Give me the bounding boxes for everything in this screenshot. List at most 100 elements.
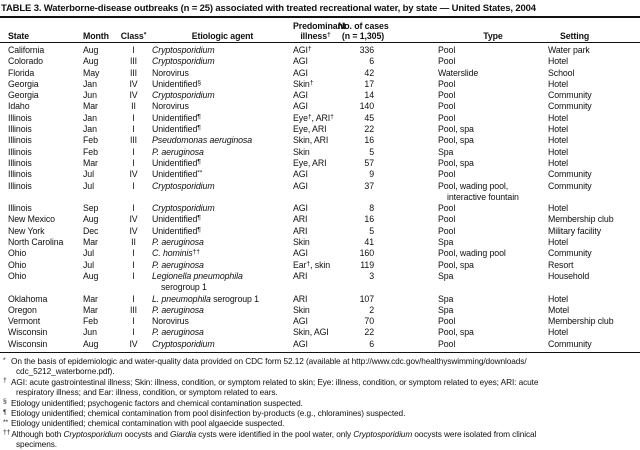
cell-type: Pool xyxy=(438,45,456,55)
cell-etiologic-agent: Cryptosporidium xyxy=(152,338,215,349)
cell-cases: 6 xyxy=(369,56,374,67)
cell-state: Illinois xyxy=(8,169,32,180)
table-body: California Aug I Cryptosporidium AGI† 33… xyxy=(0,43,640,353)
cell-illness: ARI xyxy=(293,293,308,304)
table-row: Illinois Feb III Pseudomonas aeruginosa … xyxy=(0,135,640,146)
cell-illness: AGI xyxy=(293,203,308,214)
cell-class: IV xyxy=(129,214,138,225)
cell-type: Pool xyxy=(438,338,456,349)
cell-setting: Military facility xyxy=(548,225,602,236)
cell-etiologic-agent: Unidentified¶ xyxy=(152,225,201,236)
table-row: Illinois Mar I Unidentified¶ Eye, ARI 57… xyxy=(0,158,640,169)
cell-class: I xyxy=(132,316,135,327)
cell-setting: Hotel xyxy=(548,293,569,304)
cell-state: Oklahoma xyxy=(8,293,48,304)
col-header-month: Month xyxy=(83,18,115,43)
cell-class: I xyxy=(132,327,135,338)
cell-type: Spa xyxy=(438,293,454,304)
cell-type: Pool xyxy=(438,78,456,89)
col-header-etiologic-agent: Etiologic agent xyxy=(152,18,293,43)
cell-setting: Hotel xyxy=(548,327,569,338)
cell-cases: 140 xyxy=(359,101,374,112)
cell-class: I xyxy=(132,270,135,281)
cell-etiologic-agent: L. pneumophila serogroup 1 xyxy=(152,293,259,304)
cell-state: Vermont xyxy=(8,316,41,327)
cell-illness: Skin xyxy=(293,237,310,248)
cell-class: II xyxy=(131,237,136,248)
footnote: § Etiology unidentified; psychogenic fact… xyxy=(3,397,303,408)
cell-illness: AGI† xyxy=(293,45,312,55)
cell-etiologic-agent: P. aeruginosa xyxy=(152,237,204,248)
footnotes: * On the basis of epidemiologic and water… xyxy=(0,353,640,450)
outbreaks-table: State Month Class* Etiologic agent Predo… xyxy=(0,18,640,353)
cell-illness: AGI xyxy=(293,338,308,349)
cell-month: Aug xyxy=(83,214,99,225)
cell-type: Spa xyxy=(438,146,454,157)
cell-month: Mar xyxy=(83,101,98,112)
cell-cases: 57 xyxy=(364,157,374,168)
cell-illness: ARI xyxy=(293,270,308,281)
cell-state: Oregon xyxy=(8,304,37,315)
cell-cases: 336 xyxy=(359,45,374,55)
cell-state: Illinois xyxy=(8,146,32,157)
cell-etiologic-agent: Unidentified¶ xyxy=(152,112,201,123)
cell-setting: School xyxy=(548,67,575,78)
cell-cases: 37 xyxy=(364,180,374,191)
cell-etiologic-agent: Cryptosporidium xyxy=(152,90,215,101)
cell-cases: 22 xyxy=(364,124,374,135)
cell-class: II xyxy=(131,101,136,112)
cell-setting: Household xyxy=(548,270,590,281)
cell-etiologic-agent: Unidentified¶ xyxy=(152,124,201,135)
cell-setting: Hotel xyxy=(548,78,569,89)
cell-month: Jan xyxy=(83,78,97,89)
cell-setting: Community xyxy=(548,169,592,180)
cell-etiologic-agent: P. aeruginosa xyxy=(152,304,204,315)
cell-state: Ohio xyxy=(8,248,27,259)
cell-cases: 22 xyxy=(364,327,374,338)
cell-month: Jun xyxy=(83,327,97,338)
cell-etiologic-agent: Cryptosporidium xyxy=(152,180,215,191)
cell-type: Pool xyxy=(438,101,456,112)
table-row: Wisconsin Aug IV Cryptosporidium AGI 6 P… xyxy=(0,339,640,353)
cell-illness: Skin† xyxy=(293,78,314,89)
cell-class: III xyxy=(129,67,138,78)
cell-etiologic-agent: Unidentified** xyxy=(152,169,203,180)
cell-illness: AGI xyxy=(293,316,308,327)
footnote: ** Etiology unidentified; chemical contam… xyxy=(3,418,285,429)
cell-type: Pool, spa xyxy=(438,124,474,135)
cell-setting: Community xyxy=(548,90,592,101)
cell-month: Feb xyxy=(83,146,98,157)
cell-class: I xyxy=(132,248,135,259)
table-header: State Month Class* Etiologic agent Predo… xyxy=(0,18,640,43)
cell-cases: 45 xyxy=(364,112,374,123)
cell-type: Pool xyxy=(438,56,456,67)
cell-type: Pool xyxy=(438,316,456,327)
cell-month: Mar xyxy=(83,293,98,304)
footnote: * On the basis of epidemiologic and water… xyxy=(3,356,527,377)
cell-type: Pool, wading pool xyxy=(438,248,506,259)
cell-etiologic-agent: Unidentified¶ xyxy=(152,157,201,168)
cell-cases: 5 xyxy=(369,225,374,236)
cell-illness: ARI xyxy=(293,225,308,236)
table-row: Georgia Jan IV Unidentified§ Skin† 17 Po… xyxy=(0,79,640,90)
cell-month: Jun xyxy=(83,90,97,101)
cell-etiologic-agent: Unidentified§ xyxy=(152,78,201,89)
cell-month: Jul xyxy=(83,169,94,180)
cell-state: Wisconsin xyxy=(8,327,48,338)
cell-cases: 14 xyxy=(364,90,374,101)
cell-illness: Skin, AGI xyxy=(293,327,329,338)
cell-month: Aug xyxy=(83,56,99,67)
cell-class: III xyxy=(129,56,138,67)
cell-etiologic-agent: Cryptosporidium xyxy=(152,56,215,67)
cell-month: Jul xyxy=(83,180,94,191)
cell-cases: 70 xyxy=(364,316,374,327)
cell-cases: 42 xyxy=(364,67,374,78)
cell-class: I xyxy=(132,45,135,55)
cell-state: Ohio xyxy=(8,259,27,270)
cell-setting: Community xyxy=(548,248,592,259)
cell-cases: 41 xyxy=(364,237,374,248)
cell-class: I xyxy=(132,203,135,214)
col-header-no-of-cases: No. of cases (n = 1,305) xyxy=(338,18,389,43)
cell-etiologic-agent: Pseudomonas aeruginosa xyxy=(152,135,253,146)
